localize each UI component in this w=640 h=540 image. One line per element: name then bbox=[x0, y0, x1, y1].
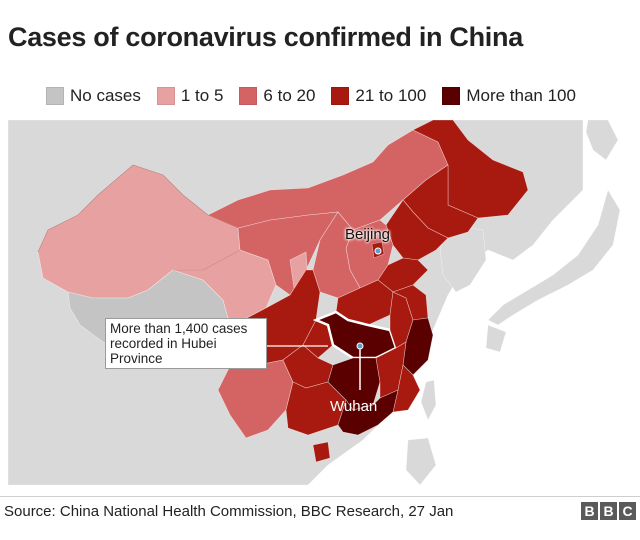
footer-divider bbox=[0, 496, 640, 497]
legend-item-1-to-5: 1 to 5 bbox=[156, 86, 224, 106]
legend-label: 1 to 5 bbox=[180, 86, 224, 105]
legend-swatch bbox=[239, 87, 258, 105]
label-wuhan: Wuhan bbox=[330, 398, 378, 415]
beijing-marker bbox=[374, 247, 382, 255]
china-map-svg bbox=[8, 120, 621, 485]
map bbox=[8, 120, 638, 485]
logo-letter: B bbox=[600, 502, 617, 520]
chart-title: Cases of coronavirus confirmed in China bbox=[8, 22, 523, 52]
hubei-callout: More than 1,400 cases recorded in Hubei … bbox=[105, 318, 267, 369]
region-taiwan bbox=[420, 379, 437, 421]
province-borders bbox=[37, 164, 241, 271]
legend-label: More than 100 bbox=[466, 86, 576, 105]
callout-line: recorded in Hubei bbox=[110, 336, 217, 351]
bbc-logo: B B C bbox=[579, 502, 636, 520]
wuhan-marker bbox=[356, 342, 364, 350]
legend-item-no-cases: No cases bbox=[46, 86, 141, 106]
callout-line: More than 1,400 cases bbox=[110, 321, 248, 336]
legend: No cases 1 to 5 6 to 20 21 to 100 More t… bbox=[46, 86, 576, 106]
legend-label: No cases bbox=[70, 86, 141, 105]
legend-item-6-to-20: 6 to 20 bbox=[239, 86, 315, 106]
region-japan-honshu bbox=[487, 189, 621, 326]
logo-letter: C bbox=[619, 502, 636, 520]
callout-line: Province bbox=[110, 351, 163, 366]
legend-swatch bbox=[46, 87, 64, 105]
province-hainan bbox=[312, 441, 331, 463]
label-beijing: Beijing bbox=[345, 226, 391, 243]
region-philippines bbox=[405, 437, 437, 485]
region-korea bbox=[439, 224, 487, 293]
legend-swatch bbox=[442, 87, 461, 105]
legend-label: 6 to 20 bbox=[263, 86, 316, 105]
logo-letter: B bbox=[581, 502, 598, 520]
region-japan-hokkaido bbox=[585, 120, 619, 161]
legend-item-more-than-100: More than 100 bbox=[442, 86, 576, 106]
province-guangdong bbox=[337, 389, 399, 436]
legend-swatch bbox=[331, 87, 350, 105]
region-japan-kyushu bbox=[485, 324, 507, 353]
source-note: Source: China National Health Commission… bbox=[4, 503, 454, 520]
legend-swatch bbox=[156, 87, 175, 105]
legend-label: 21 to 100 bbox=[355, 86, 427, 105]
legend-item-21-to-100: 21 to 100 bbox=[331, 86, 426, 106]
